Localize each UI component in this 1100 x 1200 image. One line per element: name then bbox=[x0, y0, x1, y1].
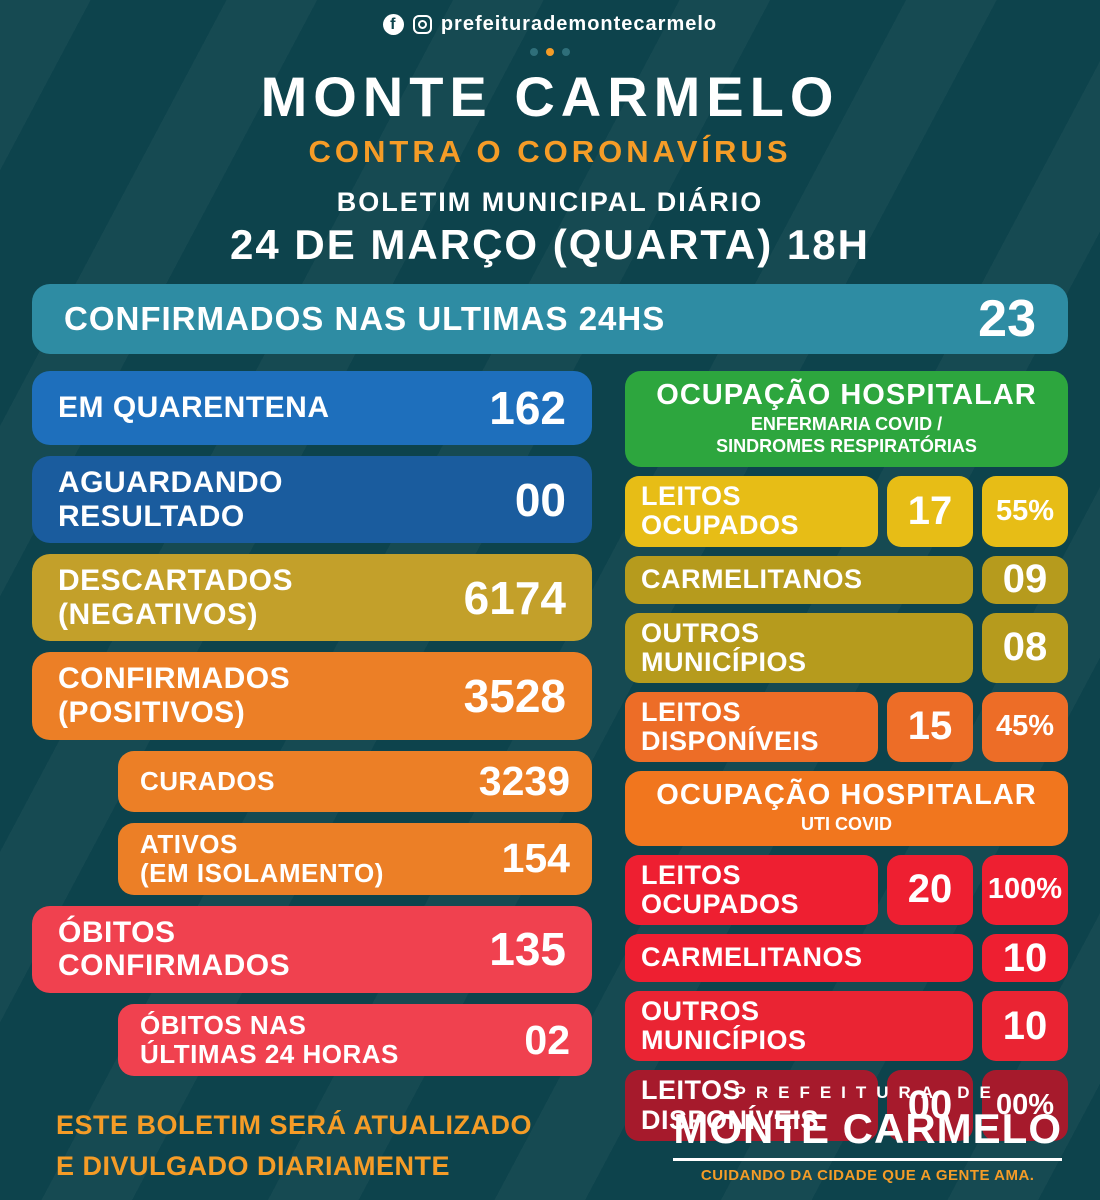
stat-label: LEITOS DISPONÍVEIS bbox=[641, 696, 820, 756]
stat-label: CARMELITANOS bbox=[641, 942, 863, 973]
uti-carmelitanos: CARMELITANOS 10 bbox=[625, 934, 1068, 983]
stat-value: 3528 bbox=[463, 669, 566, 722]
stat-value: 17 bbox=[907, 488, 953, 533]
stat-percent: 00% bbox=[995, 1089, 1055, 1121]
stat-label: CONFIRMADOS NAS ULTIMAS 24HS bbox=[64, 300, 666, 337]
stat-percent: 55% bbox=[995, 494, 1055, 527]
stat-confirmados-positivos: CONFIRMADOS (POSITIVOS) 3528 bbox=[32, 652, 592, 740]
instagram-icon bbox=[412, 15, 432, 34]
section-subtitle: ENFERMARIA COVID / SINDROMES RESPIRATÓRI… bbox=[716, 414, 977, 456]
update-note: ESTE BOLETIM SERÁ ATUALIZADO E DIVULGADO… bbox=[56, 1110, 532, 1181]
stat-obitos-confirmados: ÓBITOS CONFIRMADOS 135 bbox=[32, 905, 592, 993]
stat-label: OUTROS MUNICÍPIOS bbox=[641, 996, 807, 1056]
stat-aguardando-resultado: AGUARDANDO RESULTADO 00 bbox=[32, 456, 592, 544]
stat-label: CURADOS bbox=[140, 765, 275, 796]
stat-percent: 45% bbox=[995, 710, 1055, 743]
section-title: OCUPAÇÃO HOSPITALAR bbox=[656, 379, 1037, 411]
uti-header: OCUPAÇÃO HOSPITALAR UTI COVID bbox=[625, 771, 1068, 846]
stat-label: EM QUARENTENA bbox=[58, 391, 330, 425]
uti-leitos-disponiveis: LEITOS DISPONÍVEIS 00 00% bbox=[625, 1070, 1068, 1141]
stat-value: 00 bbox=[514, 473, 566, 526]
bulletin-type: BOLETIM MUNICIPAL DIÁRIO bbox=[336, 187, 764, 217]
stat-value: 09 bbox=[1002, 557, 1048, 601]
section-subtitle: UTI COVID bbox=[800, 814, 892, 835]
logo-tagline: CUIDANDO DA CIDADE QUE A GENTE AMA. bbox=[700, 1167, 1035, 1184]
stat-value: 00 bbox=[907, 1083, 953, 1127]
left-stats-column: EM QUARENTENA 162 AGUARDANDO RESULTADO 0… bbox=[32, 371, 592, 1141]
page-subtitle: CONTRA O CORONAVÍRUS bbox=[308, 134, 792, 169]
stat-value: 08 bbox=[1002, 625, 1048, 670]
facebook-icon: f bbox=[382, 14, 404, 35]
social-handle-text: prefeiturademontecarmelo bbox=[440, 13, 718, 35]
logo-top-line: PREFEITURA DE bbox=[734, 1083, 1001, 1102]
stat-value: 162 bbox=[489, 382, 566, 434]
uti-outros-municipios: OUTROS MUNICÍPIOS 10 bbox=[625, 991, 1068, 1062]
enfermaria-header: OCUPAÇÃO HOSPITALAR ENFERMARIA COVID / S… bbox=[625, 371, 1068, 468]
section-title: OCUPAÇÃO HOSPITALAR bbox=[656, 779, 1037, 812]
stat-value: 10 bbox=[1002, 1003, 1048, 1048]
stat-value: 20 bbox=[907, 867, 953, 912]
enf-leitos-ocupados: LEITOS OCUPADOS 17 55% bbox=[625, 476, 1068, 547]
stat-label: LEITOS OCUPADOS bbox=[641, 481, 800, 541]
enf-outros-municipios: OUTROS MUNICÍPIOS 08 bbox=[625, 612, 1068, 683]
page-title: MONTE CARMELO bbox=[260, 65, 840, 128]
stat-percent: 100% bbox=[987, 873, 1063, 906]
uti-leitos-ocupados: LEITOS OCUPADOS 20 100% bbox=[625, 854, 1068, 926]
stat-label: LEITOS DISPONÍVEIS bbox=[641, 1075, 820, 1135]
logo-city-name: MONTE CARMELO bbox=[673, 1105, 1062, 1161]
enf-carmelitanos: CARMELITANOS 09 bbox=[625, 555, 1068, 604]
bulletin-date: 24 DE MARÇO (QUARTA) 18H bbox=[230, 221, 870, 268]
stat-ativos-isolamento: ATIVOS (EM ISOLAMENTO) 154 bbox=[118, 822, 592, 895]
stat-label: DESCARTADOS (NEGATIVOS) bbox=[58, 564, 293, 631]
stat-label: ÓBITOS CONFIRMADOS bbox=[58, 915, 291, 983]
stat-obitos-24-horas: ÓBITOS NAS ÚLTIMAS 24 HORAS 02 bbox=[118, 1003, 592, 1077]
stat-curados: CURADOS 3239 bbox=[118, 750, 592, 812]
hospital-stats-column: OCUPAÇÃO HOSPITALAR ENFERMARIA COVID / S… bbox=[625, 371, 1068, 1141]
stat-label: ÓBITOS NAS ÚLTIMAS 24 HORAS bbox=[140, 1009, 399, 1070]
stat-descartados-negativos: DESCARTADOS (NEGATIVOS) 6174 bbox=[32, 554, 592, 642]
stat-label: CARMELITANOS bbox=[641, 563, 863, 594]
stat-confirmados-24hs: CONFIRMADOS NAS ULTIMAS 24HS 23 bbox=[32, 284, 1068, 354]
stat-value: 02 bbox=[524, 1016, 570, 1063]
stat-value: 23 bbox=[978, 290, 1036, 348]
stat-value: 154 bbox=[501, 835, 570, 882]
stat-value: 6174 bbox=[463, 571, 566, 624]
enf-leitos-disponiveis: LEITOS DISPONÍVEIS 15 45% bbox=[625, 691, 1068, 763]
social-handle: f prefeiturademontecarmelo bbox=[32, 0, 1068, 36]
stat-label: AGUARDANDO RESULTADO bbox=[58, 466, 283, 533]
stat-value: 3239 bbox=[478, 757, 570, 804]
stat-em-quarentena: EM QUARENTENA 162 bbox=[32, 371, 592, 445]
stat-label: LEITOS OCUPADOS bbox=[641, 859, 800, 919]
stat-label: OUTROS MUNICÍPIOS bbox=[641, 617, 807, 677]
dots-decoration bbox=[32, 48, 1068, 56]
prefeitura-logo: PREFEITURA DE MONTE CARMELO CUIDANDO DA … bbox=[673, 1083, 1062, 1186]
stat-value: 10 bbox=[1002, 935, 1048, 980]
stat-value: 135 bbox=[489, 923, 566, 976]
stat-label: ATIVOS (EM ISOLAMENTO) bbox=[140, 828, 384, 888]
stat-value: 15 bbox=[907, 704, 953, 749]
stat-label: CONFIRMADOS (POSITIVOS) bbox=[58, 662, 291, 729]
